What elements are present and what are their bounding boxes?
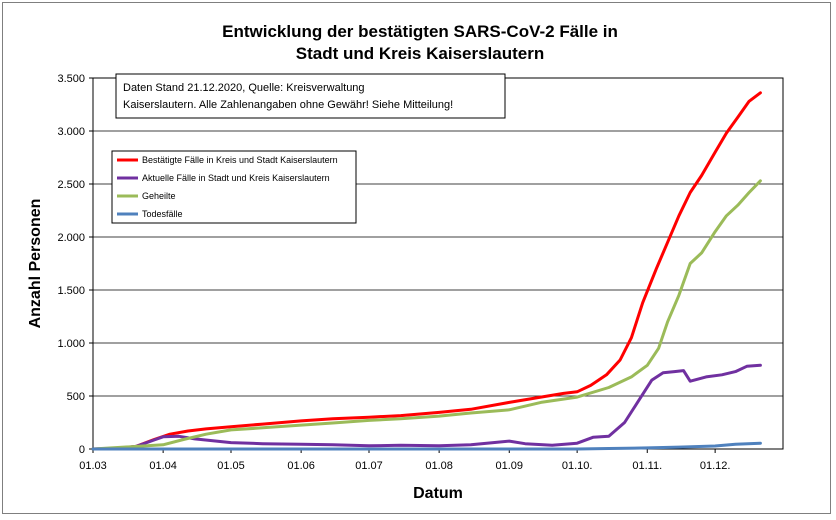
plot-area <box>92 77 784 450</box>
x-tick-label: 01.07 <box>355 460 383 472</box>
line-chart: Entwicklung der bestätigten SARS-CoV-2 F… <box>27 22 784 502</box>
legend-label: Geheilte <box>142 191 176 201</box>
title-line: Stadt und Kreis Kaiserslautern <box>296 44 544 63</box>
x-tick-label: 01.03 <box>79 460 107 472</box>
y-tick-label: 2.000 <box>57 232 85 244</box>
chart-frame: Entwicklung der bestätigten SARS-CoV-2 F… <box>2 2 831 514</box>
x-tick-label: 01.12. <box>700 460 731 472</box>
x-tick-label: 01.08 <box>425 460 453 472</box>
series-line-3 <box>91 441 762 451</box>
annotation-box: Daten Stand 21.12.2020, Quelle: Kreisver… <box>115 73 506 119</box>
y-tick-label: 1.000 <box>57 338 85 350</box>
x-axis-ticks: 01.03 01.04 01.05 01.06 01.07 01.08 01.09 01.10… <box>79 449 730 472</box>
annotation-line: Kaiserslautern. Alle Zahlenangaben ohne … <box>123 99 453 111</box>
legend-frame <box>111 150 357 224</box>
x-tick-label: 01.04 <box>149 460 177 472</box>
annotation-line: Daten Stand 21.12.2020, Quelle: Kreisver… <box>123 82 365 94</box>
series-line-0 <box>91 91 762 451</box>
y-tick-label: 3.500 <box>57 73 85 85</box>
x-axis-label: Datum <box>413 485 463 502</box>
legend: Bestätigte Fälle in Kreis und Stadt Kais… <box>111 150 357 224</box>
x-tick-label: 01.11. <box>632 460 662 472</box>
x-tick-label: 01.09 <box>495 460 523 472</box>
x-tick-label: 01.05 <box>217 460 245 472</box>
y-axis-label: Anzahl Personen <box>27 199 44 329</box>
title-line: Entwicklung der bestätigten SARS-CoV-2 F… <box>222 22 618 41</box>
series-line-2 <box>91 179 762 451</box>
data-series <box>91 91 762 451</box>
y-tick-label: 500 <box>67 391 85 403</box>
y-tick-label: 0 <box>79 444 85 456</box>
x-tick-label: 01.06 <box>287 460 315 472</box>
y-tick-label: 1.500 <box>57 285 85 297</box>
legend-label: Todesfälle <box>142 209 183 219</box>
legend-label: Bestätigte Fälle in Kreis und Stadt Kais… <box>142 155 338 165</box>
legend-label: Aktuelle Fälle in Stadt und Kreis Kaiser… <box>142 173 330 183</box>
y-axis-ticks: 0 500 1.000 1.500 2.000 2.500 3.000 3.500 <box>57 73 93 456</box>
chart-title: Entwicklung der bestätigten SARS-CoV-2 F… <box>222 22 618 63</box>
y-tick-label: 3.000 <box>57 126 85 138</box>
y-tick-label: 2.500 <box>57 179 85 191</box>
annotation-frame <box>115 73 506 119</box>
x-tick-label: 01.10. <box>562 460 593 472</box>
